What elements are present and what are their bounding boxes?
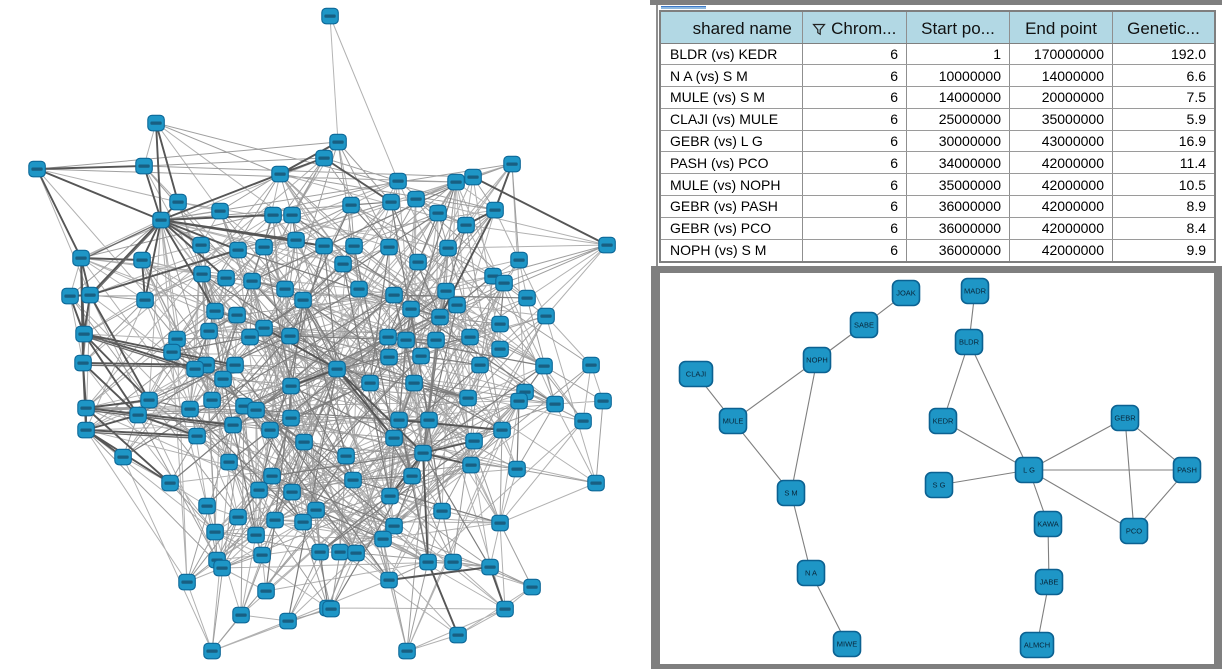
svg-text:GEBR: GEBR	[1114, 414, 1136, 423]
svg-text:ALMCH: ALMCH	[1024, 641, 1050, 650]
svg-text:JABE: JABE	[1040, 578, 1059, 587]
svg-text:SABE: SABE	[854, 321, 874, 330]
svg-text:PASH: PASH	[1177, 466, 1197, 475]
svg-text:MIWE: MIWE	[837, 640, 857, 649]
svg-text:JOAK: JOAK	[896, 289, 916, 298]
svg-text:S M: S M	[784, 489, 797, 498]
svg-text:KEDR: KEDR	[933, 417, 954, 426]
svg-text:KAWA: KAWA	[1037, 520, 1059, 529]
svg-text:CLAJI: CLAJI	[686, 370, 706, 379]
svg-text:MADR: MADR	[964, 287, 987, 296]
svg-text:NOPH: NOPH	[806, 356, 828, 365]
svg-text:MULE: MULE	[723, 417, 744, 426]
svg-text:PCO: PCO	[1126, 527, 1142, 536]
svg-text:L G: L G	[1023, 466, 1035, 475]
svg-text:S G: S G	[933, 481, 946, 490]
svg-text:BLDR: BLDR	[959, 338, 980, 347]
svg-text:N A: N A	[805, 569, 817, 578]
